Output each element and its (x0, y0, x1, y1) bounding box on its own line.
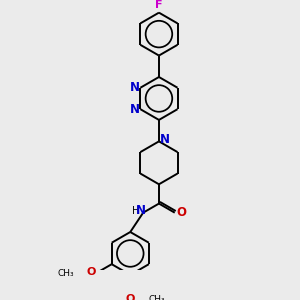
Text: O: O (126, 293, 135, 300)
Text: CH₃: CH₃ (148, 295, 165, 300)
Text: N: N (130, 103, 140, 116)
Text: N: N (160, 133, 170, 146)
Text: H: H (132, 206, 140, 216)
Text: O: O (176, 206, 186, 219)
Text: CH₃: CH₃ (58, 269, 74, 278)
Text: N: N (130, 81, 140, 94)
Text: O: O (87, 266, 96, 277)
Text: N: N (136, 204, 146, 218)
Text: F: F (155, 1, 163, 10)
